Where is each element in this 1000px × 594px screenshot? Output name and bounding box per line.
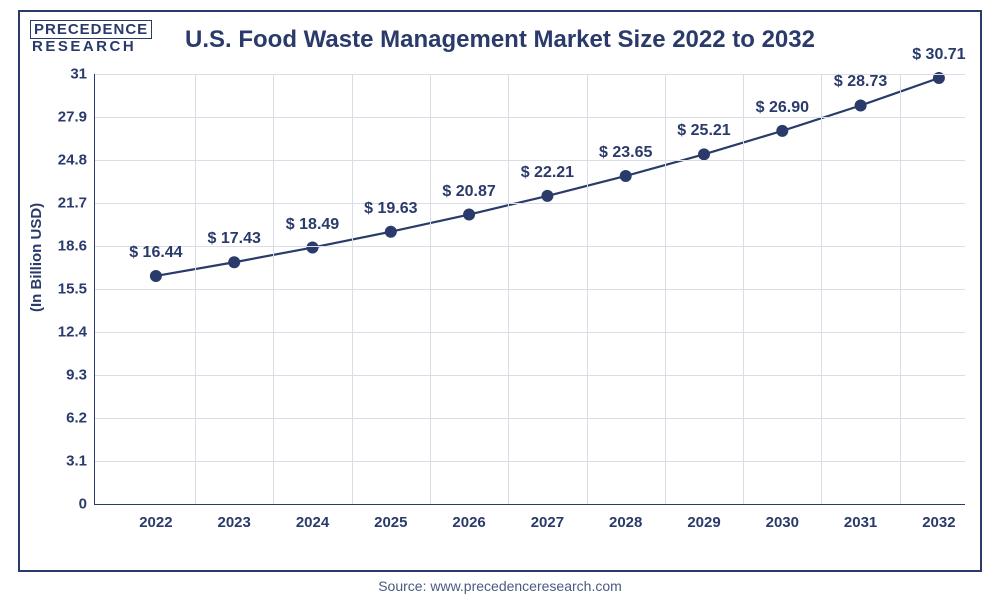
data-label: $ 20.87 — [442, 183, 495, 201]
x-tick-label: 2022 — [139, 514, 172, 531]
data-label: $ 23.65 — [599, 144, 652, 162]
gridline-vertical — [273, 74, 274, 504]
gridline-horizontal — [95, 117, 965, 118]
gridline-vertical — [900, 74, 901, 504]
y-tick-label: 31 — [70, 66, 87, 83]
data-point — [620, 170, 632, 182]
y-axis-title: (In Billion USD) — [28, 203, 45, 312]
data-label: $ 28.73 — [834, 73, 887, 91]
data-point — [776, 125, 788, 137]
x-tick-label: 2030 — [766, 514, 799, 531]
gridline-vertical — [508, 74, 509, 504]
x-tick-label: 2024 — [296, 514, 329, 531]
x-tick-label: 2029 — [687, 514, 720, 531]
y-tick-label: 0 — [79, 496, 87, 513]
gridline-vertical — [352, 74, 353, 504]
gridline-vertical — [587, 74, 588, 504]
y-tick-label: 12.4 — [58, 324, 87, 341]
data-label: $ 16.44 — [129, 244, 182, 262]
data-point — [541, 190, 553, 202]
gridline-horizontal — [95, 461, 965, 462]
x-tick-label: 2023 — [218, 514, 251, 531]
gridline-vertical — [195, 74, 196, 504]
data-point — [463, 209, 475, 221]
data-label: $ 18.49 — [286, 216, 339, 234]
gridline-vertical — [430, 74, 431, 504]
x-tick-label: 2031 — [844, 514, 877, 531]
x-tick-label: 2032 — [922, 514, 955, 531]
x-tick-label: 2027 — [531, 514, 564, 531]
gridline-horizontal — [95, 375, 965, 376]
gridline-vertical — [665, 74, 666, 504]
gridline-horizontal — [95, 332, 965, 333]
y-tick-label: 21.7 — [58, 195, 87, 212]
y-tick-label: 9.3 — [66, 367, 87, 384]
data-label: $ 25.21 — [677, 122, 730, 140]
data-point — [150, 270, 162, 282]
data-label: $ 22.21 — [521, 164, 574, 182]
data-label: $ 26.90 — [756, 99, 809, 117]
gridline-vertical — [821, 74, 822, 504]
data-label: $ 30.71 — [912, 46, 965, 64]
gridline-vertical — [743, 74, 744, 504]
y-tick-label: 18.6 — [58, 238, 87, 255]
x-tick-label: 2025 — [374, 514, 407, 531]
data-point — [385, 226, 397, 238]
gridline-horizontal — [95, 203, 965, 204]
y-tick-label: 27.9 — [58, 109, 87, 126]
y-tick-label: 3.1 — [66, 453, 87, 470]
y-tick-label: 6.2 — [66, 410, 87, 427]
gridline-horizontal — [95, 418, 965, 419]
data-point — [855, 99, 867, 111]
data-label: $ 17.43 — [207, 230, 260, 248]
plot-area: 03.16.29.312.415.518.621.724.827.9312022… — [94, 74, 965, 505]
gridline-horizontal — [95, 160, 965, 161]
x-tick-label: 2028 — [609, 514, 642, 531]
data-label: $ 19.63 — [364, 200, 417, 218]
x-tick-label: 2026 — [452, 514, 485, 531]
y-tick-label: 15.5 — [58, 281, 87, 298]
chart-frame: PRECEDENCE RESEARCH U.S. Food Waste Mana… — [18, 10, 982, 572]
data-point — [228, 256, 240, 268]
data-point — [698, 148, 710, 160]
chart-title: U.S. Food Waste Management Market Size 2… — [20, 26, 980, 54]
gridline-horizontal — [95, 289, 965, 290]
y-tick-label: 24.8 — [58, 152, 87, 169]
data-point — [307, 242, 319, 254]
